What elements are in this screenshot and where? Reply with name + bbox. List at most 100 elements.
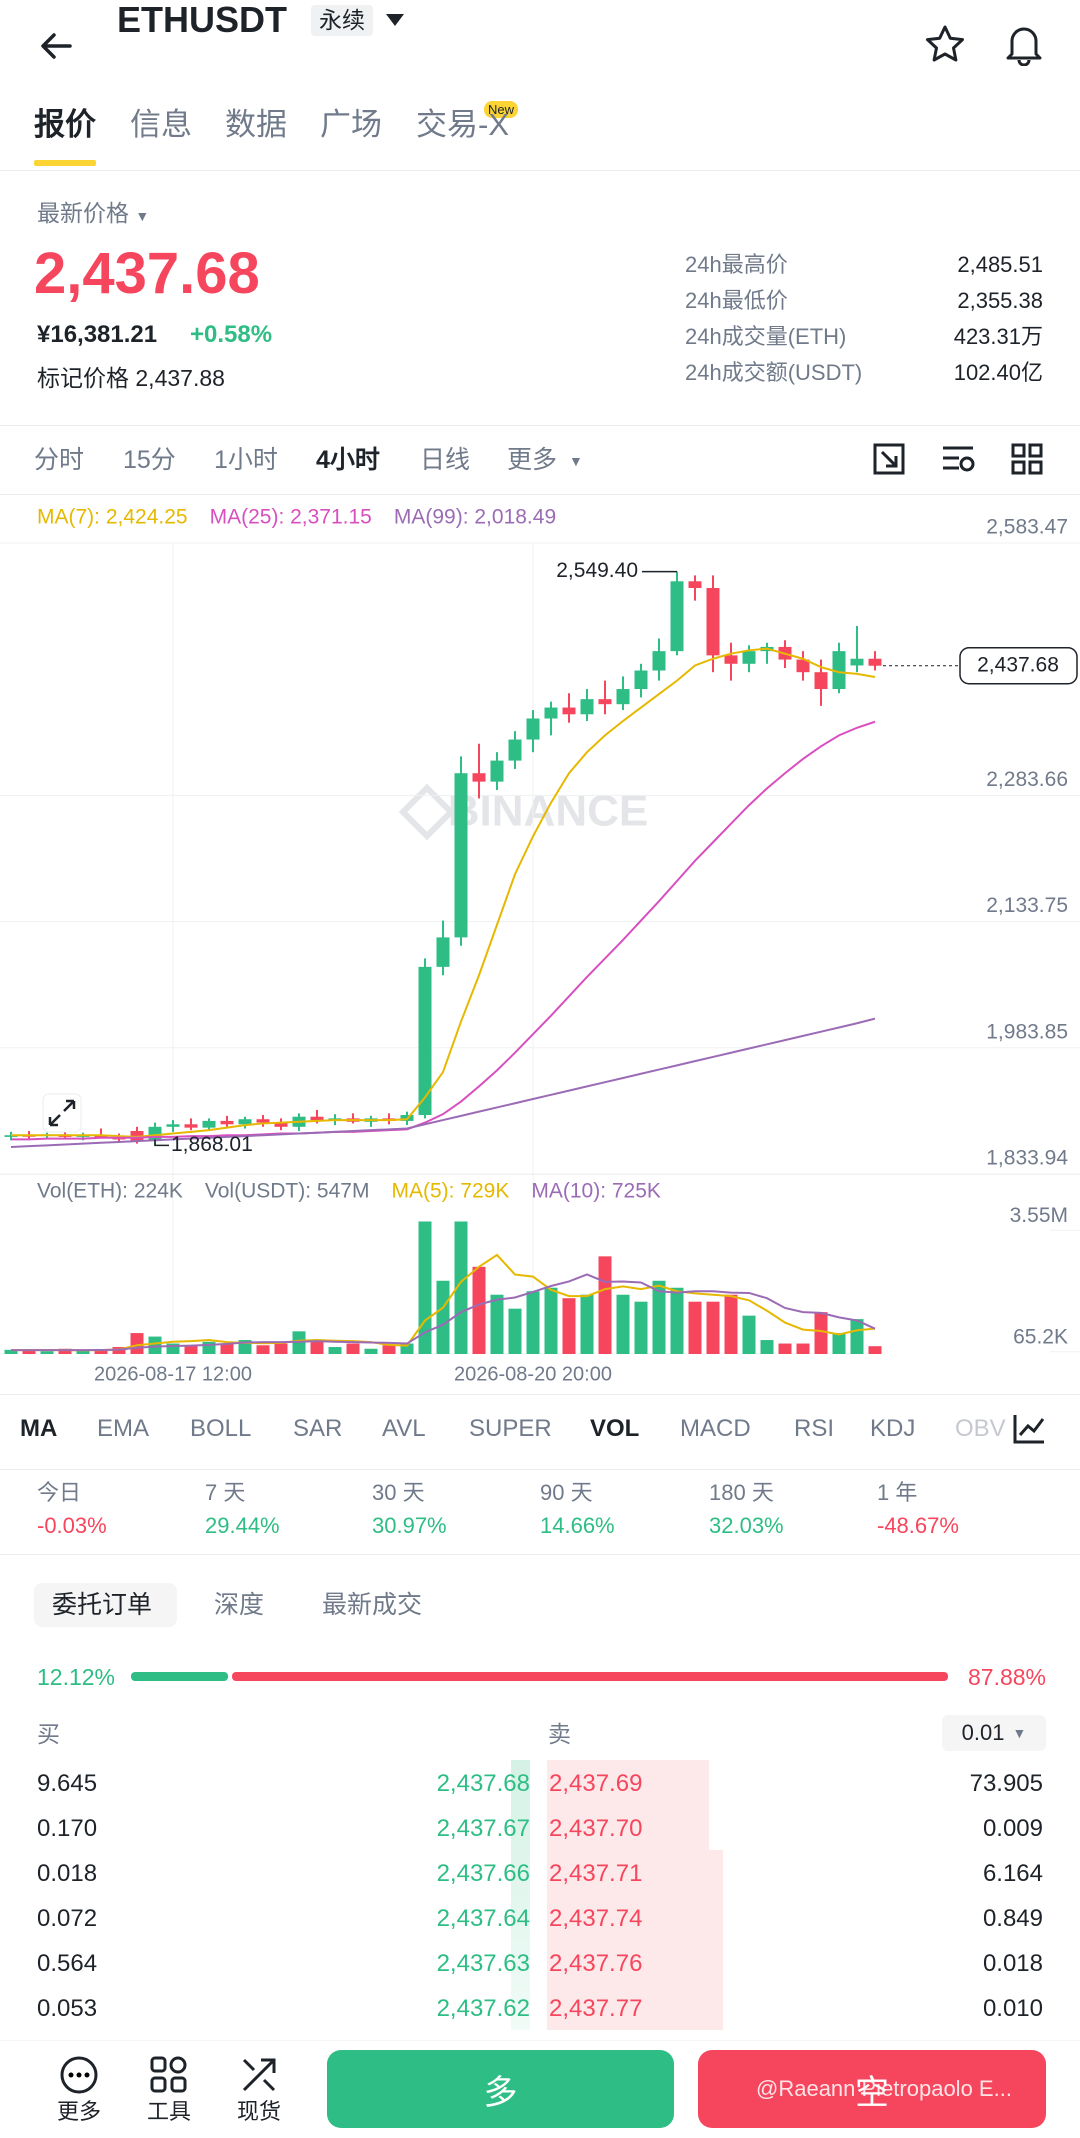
- short-button[interactable]: 空: [698, 2050, 1046, 2128]
- stat-row: 24h成交额(USDT) 102.40亿: [685, 362, 1043, 384]
- volume-bar: [148, 1336, 162, 1354]
- candle-body: [616, 689, 630, 705]
- volume-bar: [526, 1291, 540, 1354]
- indicator[interactable]: EMA: [97, 1415, 150, 1442]
- long-button[interactable]: 多: [327, 2050, 674, 2128]
- timeframe[interactable]: 分时: [34, 446, 85, 474]
- candle-body: [544, 707, 558, 719]
- timeframe[interactable]: 日线: [420, 446, 471, 474]
- legend-item: MA(99): 2,018.49: [394, 506, 556, 529]
- stat-label: 24h最高价: [685, 252, 788, 277]
- volume-bar: [454, 1221, 468, 1354]
- back-button[interactable]: [36, 26, 76, 66]
- indicator[interactable]: MACD: [680, 1415, 751, 1442]
- price-change: +0.58%: [190, 321, 273, 348]
- ma-line: [10, 1017, 876, 1149]
- candle-body: [274, 1122, 288, 1127]
- candle-body: [724, 655, 738, 664]
- candle-body: [202, 1120, 216, 1128]
- stat-row: 24h成交量(ETH) 423.31万: [685, 326, 1043, 348]
- candle-body: [706, 588, 720, 656]
- price-label[interactable]: 最新价格 ▼: [37, 200, 150, 226]
- indicator[interactable]: AVL: [382, 1415, 426, 1442]
- nav-label[interactable]: 工具: [146, 2099, 191, 2124]
- bid-price[interactable]: 2,437.66: [436, 1860, 530, 1887]
- ma-line: [11, 647, 876, 1138]
- y-tick-label: 2,283.66: [986, 768, 1068, 791]
- tab[interactable]: 数据: [225, 107, 287, 142]
- ask-amount: 73.905: [969, 1770, 1043, 1797]
- stat-label: 24h最低价: [685, 288, 788, 313]
- timeframe[interactable]: 更多: [507, 446, 558, 474]
- chart-tool-icon[interactable]: [872, 442, 906, 476]
- symbol-dropdown[interactable]: [384, 12, 406, 28]
- ask-price[interactable]: 2,437.74: [549, 1905, 643, 1932]
- nav-label[interactable]: 现货: [236, 2099, 281, 2124]
- tab[interactable]: 广场: [320, 107, 382, 142]
- symbol-title[interactable]: ETHUSDT: [117, 0, 287, 40]
- divider: [0, 1554, 1080, 1555]
- volume-bar: [778, 1343, 792, 1354]
- orderbook-tab[interactable]: 深度: [214, 1591, 265, 1619]
- timeframe[interactable]: 1小时: [214, 446, 278, 474]
- volume-bar: [850, 1319, 864, 1354]
- indicator-settings-icon[interactable]: [1012, 1413, 1046, 1445]
- orderbook-tab[interactable]: 最新成交: [322, 1591, 423, 1619]
- stat-value: 2,485.51: [957, 252, 1043, 277]
- indicator[interactable]: SAR: [293, 1415, 343, 1442]
- layout-icon[interactable]: [1010, 442, 1044, 476]
- bid-price[interactable]: 2,437.67: [436, 1815, 530, 1842]
- timeframe[interactable]: 15分: [123, 446, 176, 474]
- volume-bar: [130, 1333, 144, 1354]
- bid-price[interactable]: 2,437.62: [436, 1995, 530, 2022]
- ask-amount: 0.018: [982, 1950, 1043, 1977]
- period-label: 180 天: [709, 1480, 774, 1505]
- precision-select[interactable]: 0.01 ▼: [942, 1715, 1046, 1751]
- ask-price[interactable]: 2,437.71: [549, 1860, 643, 1887]
- bid-amount: 0.018: [37, 1860, 98, 1887]
- chart-settings-icon[interactable]: [940, 442, 976, 476]
- candle-body: [526, 718, 540, 740]
- orderbook-tab[interactable]: 委托订单: [52, 1591, 153, 1619]
- volume-bar: [364, 1348, 378, 1354]
- indicator[interactable]: SUPER: [469, 1415, 552, 1442]
- bid-price[interactable]: 2,437.63: [436, 1950, 530, 1977]
- volume-bar: [418, 1221, 432, 1354]
- ask-price[interactable]: 2,437.70: [549, 1815, 643, 1842]
- indicator[interactable]: VOL: [590, 1415, 640, 1442]
- ask-price[interactable]: 2,437.76: [549, 1950, 643, 1977]
- timeframe[interactable]: 4小时: [316, 446, 380, 474]
- indicator[interactable]: KDJ: [870, 1415, 916, 1442]
- bid-price[interactable]: 2,437.68: [436, 1770, 530, 1797]
- stat-value: 423.31万: [953, 324, 1043, 349]
- last-price: 2,437.68: [34, 241, 260, 306]
- ask-price[interactable]: 2,437.69: [549, 1770, 643, 1797]
- alert-button[interactable]: [1003, 22, 1045, 66]
- ask-price[interactable]: 2,437.77: [549, 1995, 643, 2022]
- candle-body: [238, 1119, 252, 1125]
- volume-bar: [94, 1349, 108, 1354]
- candle-body: [796, 659, 810, 673]
- expand-icon[interactable]: [42, 1093, 82, 1133]
- stat-label: 24h成交量(ETH): [685, 324, 847, 349]
- bid-price[interactable]: 2,437.64: [436, 1905, 530, 1932]
- period-value: -48.67%: [877, 1513, 959, 1538]
- favorite-button[interactable]: [924, 24, 966, 66]
- indicator[interactable]: OBV: [955, 1415, 1006, 1442]
- indicator[interactable]: BOLL: [190, 1415, 252, 1442]
- candle-body: [418, 966, 432, 1116]
- indicator[interactable]: MA: [20, 1415, 58, 1442]
- nav-label[interactable]: 更多: [56, 2099, 101, 2124]
- last-price-label: 2,437.68: [977, 653, 1059, 676]
- bid-amount: 0.170: [37, 1815, 98, 1842]
- indicator[interactable]: RSI: [794, 1415, 835, 1442]
- volume-bar: [22, 1350, 36, 1354]
- tab[interactable]: 报价: [34, 107, 96, 142]
- tab[interactable]: 交易-X: [416, 107, 509, 142]
- dropdown-arrow[interactable]: ▼: [569, 453, 583, 469]
- stat-row: 24h最低价 2,355.38: [685, 290, 1043, 312]
- divider: [0, 494, 1080, 495]
- candle-body: [832, 651, 846, 690]
- volume-bar: [760, 1340, 774, 1354]
- tab[interactable]: 信息: [130, 107, 192, 142]
